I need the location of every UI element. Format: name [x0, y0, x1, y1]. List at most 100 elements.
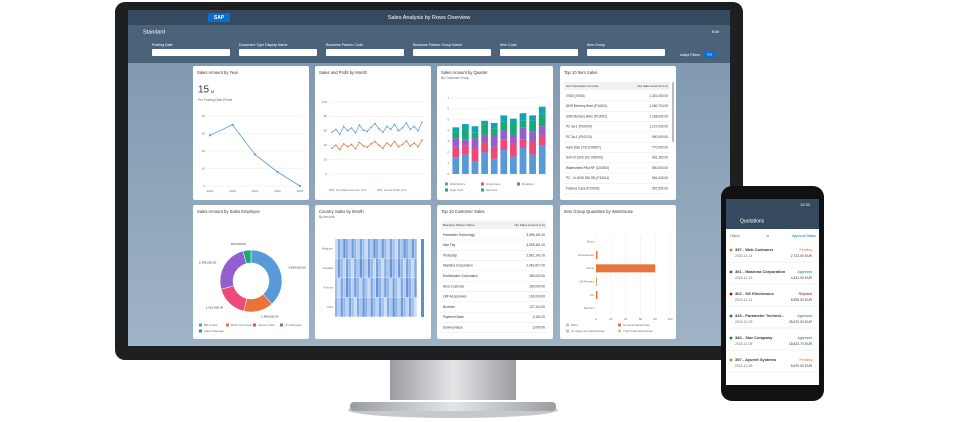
bar-segment	[481, 134, 488, 143]
heat-cell	[373, 278, 376, 298]
heat-cell	[373, 297, 376, 317]
point	[421, 121, 423, 123]
heat-cell	[337, 297, 341, 317]
point	[397, 130, 400, 132]
cell: 661,350.00	[652, 156, 668, 160]
cell: 2,981,141.00	[526, 253, 545, 257]
cell: Hard Disk 1TB (C00007)	[566, 145, 601, 149]
heat-cell	[406, 239, 409, 259]
legend-swatch	[199, 329, 202, 333]
bar-segment	[529, 131, 536, 142]
bar-segment	[510, 142, 517, 157]
heat-cell	[354, 297, 357, 317]
heat-cell	[367, 297, 371, 317]
point	[231, 123, 234, 126]
row-amount: 8,595.00 EUR	[791, 298, 813, 302]
heat-cell	[400, 278, 404, 298]
cell: 1,351,000.00	[649, 94, 668, 98]
card[interactable]	[437, 205, 553, 339]
legend-label: Distributors	[450, 182, 466, 186]
bar-segment	[471, 160, 479, 174]
y-tick-label: 100	[322, 100, 327, 104]
filter-input[interactable]	[413, 49, 491, 56]
point	[354, 132, 357, 134]
heat-cell	[335, 239, 338, 259]
bar-segment	[481, 152, 488, 174]
bar-segment	[462, 145, 469, 155]
card-title: Sales Amount by Year	[197, 70, 239, 75]
status-dot	[729, 358, 733, 362]
point	[335, 144, 337, 146]
bar-segment	[471, 126, 479, 133]
edit-button[interactable]: Edit	[712, 29, 720, 34]
legend-swatch	[481, 188, 484, 192]
point	[331, 147, 333, 149]
heat-cell	[362, 258, 365, 278]
cell: Parameter Technology	[443, 233, 475, 237]
bar-segment	[538, 126, 546, 135]
legend-swatch	[226, 323, 229, 327]
legend-swatch	[618, 329, 621, 333]
row-date: 2023-12-09	[735, 320, 752, 324]
column-header: Net Sales Amount (LC)	[637, 84, 668, 88]
bar-segment	[510, 118, 517, 123]
heat-cell	[392, 278, 395, 298]
heat-cell	[408, 239, 412, 259]
donut-slice	[242, 249, 252, 264]
cell: Payment Base	[443, 315, 464, 319]
heat-cell	[376, 239, 379, 259]
heat-cell	[370, 258, 373, 278]
adapt-filters[interactable]: Adapt Filters	[680, 53, 700, 57]
card-subtitle: By Amount	[319, 215, 335, 219]
scrollbar	[672, 82, 674, 142]
heat-cell	[400, 239, 404, 259]
heat-cell	[370, 297, 373, 317]
card[interactable]	[315, 66, 431, 200]
point	[397, 145, 400, 148]
bar-segment	[500, 115, 508, 122]
y-tick-label: LB Printers	[579, 279, 594, 283]
heat-cell	[340, 278, 343, 298]
row-title: 357 - Web Customer	[735, 247, 774, 252]
heat-cell	[386, 297, 390, 317]
card[interactable]	[193, 205, 309, 339]
heat-cell	[403, 239, 406, 259]
card[interactable]	[193, 66, 309, 200]
go-label[interactable]: Go	[707, 53, 712, 57]
card[interactable]	[560, 66, 676, 200]
y-tick-label: 30	[202, 131, 206, 135]
heat-cell	[348, 297, 352, 317]
y-tick-label: 0	[447, 172, 449, 176]
filter-input[interactable]	[326, 49, 404, 56]
bar-segment	[519, 120, 527, 128]
heat-cell	[389, 258, 393, 278]
filter-input[interactable]	[239, 49, 317, 56]
point	[393, 123, 396, 126]
legend-label: Gross Profit (LC)	[384, 188, 407, 192]
variant[interactable]: Standard	[143, 29, 165, 35]
filter-input[interactable]	[152, 49, 230, 56]
kpi-value: 15	[198, 85, 210, 96]
heat-cell	[389, 278, 393, 298]
cell: Bruinfax	[443, 305, 455, 309]
bar-segment	[452, 157, 460, 174]
filter-input[interactable]	[500, 49, 578, 56]
point	[366, 146, 369, 149]
x-tick-label: 80	[654, 317, 658, 321]
shell-bar	[128, 10, 730, 25]
go-button[interactable]	[704, 51, 715, 58]
heat-cell	[411, 258, 414, 278]
legend-label: Sales Manager	[204, 329, 224, 333]
y-tick-label: Items	[587, 266, 595, 270]
row-title: 384 - Star Company	[735, 335, 773, 340]
heat-cell	[386, 258, 390, 278]
filter-input[interactable]	[587, 49, 665, 56]
status-dot	[729, 270, 733, 274]
heat-cell	[408, 297, 412, 317]
row-date: 2023-12-11	[735, 298, 752, 302]
heat-cell	[354, 258, 357, 278]
heat-cell	[359, 297, 363, 317]
legend-label: Micro	[571, 323, 579, 327]
x-tick-label: 20	[609, 317, 613, 321]
filter-bar	[128, 25, 730, 63]
